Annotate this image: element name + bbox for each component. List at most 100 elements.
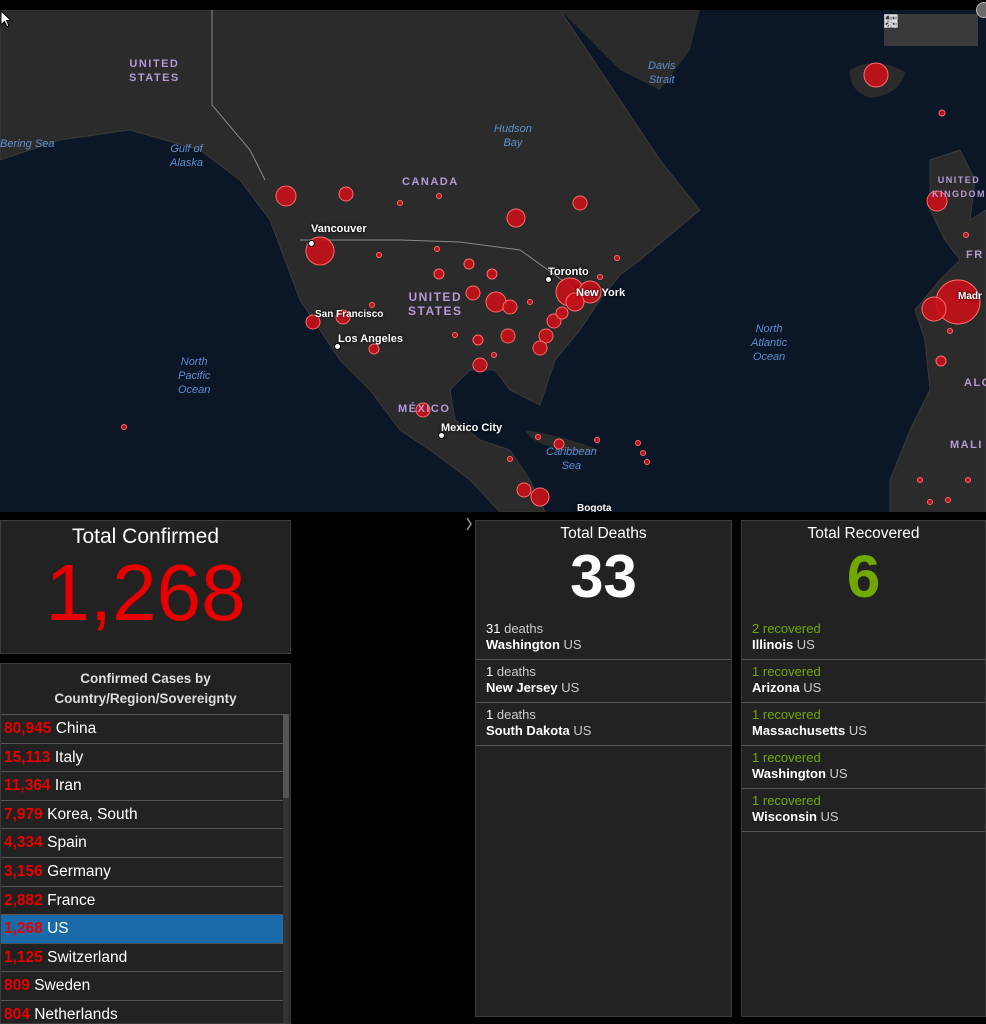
country-list: 80,945 China 15,113 Italy 11,364 Iran 7,979… bbox=[1, 714, 284, 1023]
item-count: 31 bbox=[486, 621, 501, 636]
case-bubble bbox=[121, 424, 127, 430]
item-unit: recovered bbox=[762, 793, 821, 808]
case-bubble bbox=[917, 477, 923, 483]
mouse-cursor-icon bbox=[0, 10, 12, 28]
item-unit: recovered bbox=[762, 750, 821, 765]
case-bubble bbox=[947, 328, 953, 334]
country-row[interactable]: 3,156 Germany bbox=[1, 856, 284, 886]
item-count: 1 bbox=[752, 707, 760, 722]
country-row[interactable]: 80,945 China bbox=[1, 714, 284, 743]
recovered-item[interactable]: 1 recovered Wisconsin US bbox=[742, 789, 985, 832]
country-name: Germany bbox=[47, 862, 111, 880]
case-bubble bbox=[921, 296, 947, 322]
deaths-item[interactable]: 31 deaths Washington US bbox=[476, 617, 731, 660]
map-label-canada: CANADA bbox=[402, 176, 459, 188]
item-country: US bbox=[848, 723, 867, 738]
recovered-list: 2 recovered Illinois US 1 recovered Arizona… bbox=[742, 617, 985, 832]
item-unit: deaths bbox=[504, 621, 544, 636]
basemap-button[interactable] bbox=[884, 14, 973, 41]
item-location-line: South Dakota US bbox=[486, 723, 721, 739]
case-bubble bbox=[472, 334, 484, 346]
map-basemap bbox=[0, 10, 986, 512]
case-bubble bbox=[507, 456, 513, 462]
case-bubble bbox=[938, 109, 946, 117]
country-name: US bbox=[47, 920, 69, 938]
case-bubble bbox=[644, 459, 650, 465]
map-label-france: FR bbox=[966, 249, 984, 261]
country-name: Iran bbox=[54, 777, 82, 795]
item-country: US bbox=[829, 766, 848, 781]
total-recovered-panel: Total Recovered 6 2 recovered Illinois US… bbox=[741, 520, 986, 1017]
item-country: US bbox=[561, 680, 580, 695]
total-deaths-panel: Total Deaths 33 31 deaths Washington US 1 … bbox=[475, 520, 732, 1017]
case-bubble bbox=[506, 208, 526, 228]
world-map[interactable]: Bering Sea Gulf of Alaska Hudson Bay Dav… bbox=[0, 10, 986, 512]
country-row[interactable]: 1,268 US bbox=[1, 914, 284, 943]
country-row[interactable]: 4,334 Spain bbox=[1, 828, 284, 857]
map-label-united-states-alaska: UNITED STATES bbox=[129, 58, 180, 84]
country-row[interactable]: 15,113 Italy bbox=[1, 742, 284, 772]
country-row[interactable]: 7,979 Korea, South bbox=[1, 799, 284, 829]
case-bubble bbox=[436, 193, 442, 199]
country-row[interactable]: 2,882 France bbox=[1, 885, 284, 915]
case-bubble bbox=[597, 274, 603, 280]
total-confirmed-value: 1,268 bbox=[45, 548, 246, 637]
case-bubble bbox=[516, 482, 532, 498]
case-bubble bbox=[532, 340, 548, 356]
deaths-item[interactable]: 1 deaths South Dakota US bbox=[476, 703, 731, 746]
country-name: Italy bbox=[54, 748, 84, 766]
total-confirmed-title: Total Confirmed bbox=[71, 525, 220, 548]
map-label-mexico: MÉXICO bbox=[398, 403, 451, 415]
map-toolbar bbox=[884, 14, 978, 46]
item-count: 1 bbox=[752, 750, 760, 765]
item-place: Wisconsin bbox=[752, 809, 817, 824]
deaths-list: 31 deaths Washington US 1 deaths New Jersey… bbox=[476, 617, 731, 746]
item-count: 2 bbox=[752, 621, 760, 636]
item-location-line: Washington US bbox=[486, 637, 721, 653]
country-count: 15,113 bbox=[4, 748, 51, 766]
scrollbar-thumb[interactable] bbox=[283, 714, 289, 798]
map-expand-button[interactable] bbox=[976, 2, 986, 18]
city-dot-vancouver bbox=[308, 240, 315, 247]
country-name: China bbox=[55, 720, 97, 737]
country-list-scrollbar[interactable] bbox=[283, 714, 289, 1023]
map-label-bogota: Bogota bbox=[577, 503, 612, 512]
total-recovered-value: 6 bbox=[846, 543, 881, 610]
country-row[interactable]: 1,125 Switzerland bbox=[1, 942, 284, 972]
recovered-item[interactable]: 1 recovered Washington US bbox=[742, 746, 985, 789]
item-country: US bbox=[796, 637, 815, 652]
case-bubble bbox=[935, 355, 947, 367]
item-count-line: 1 recovered bbox=[752, 750, 975, 766]
legend-button[interactable] bbox=[885, 15, 942, 41]
item-place: Illinois bbox=[752, 637, 794, 652]
case-bubble bbox=[472, 357, 488, 373]
item-location-line: Washington US bbox=[752, 766, 975, 782]
item-location-line: Arizona US bbox=[752, 680, 975, 696]
item-country: US bbox=[573, 723, 592, 738]
recovered-item[interactable]: 2 recovered Illinois US bbox=[742, 617, 985, 660]
canada-us-border bbox=[300, 239, 576, 291]
country-row[interactable]: 11,364 Iran bbox=[1, 771, 284, 800]
case-bubble bbox=[572, 195, 588, 211]
north-america-land bbox=[0, 10, 701, 512]
case-bubble bbox=[434, 246, 440, 252]
country-row[interactable]: 804 Netherlands bbox=[1, 999, 284, 1023]
map-label-madrid: Madr bbox=[958, 291, 982, 302]
item-unit: deaths bbox=[496, 664, 536, 679]
item-location-line: New Jersey US bbox=[486, 680, 721, 696]
deaths-item[interactable]: 1 deaths New Jersey US bbox=[476, 660, 731, 703]
item-count: 1 bbox=[752, 664, 760, 679]
case-bubble bbox=[433, 268, 445, 280]
recovered-item[interactable]: 1 recovered Massachusetts US bbox=[742, 703, 985, 746]
item-unit: recovered bbox=[762, 664, 821, 679]
item-country: US bbox=[563, 637, 582, 652]
item-count-line: 1 recovered bbox=[752, 793, 975, 809]
case-bubble bbox=[305, 314, 321, 330]
map-label-new-york: New York bbox=[576, 287, 626, 299]
panel-resize-handle[interactable] bbox=[466, 517, 472, 531]
recovered-item[interactable]: 1 recovered Arizona US bbox=[742, 660, 985, 703]
map-label-vancouver: Vancouver bbox=[311, 223, 367, 235]
item-count: 1 bbox=[752, 793, 760, 808]
europe-land bbox=[889, 149, 986, 512]
country-row[interactable]: 809 Sweden bbox=[1, 971, 284, 1000]
